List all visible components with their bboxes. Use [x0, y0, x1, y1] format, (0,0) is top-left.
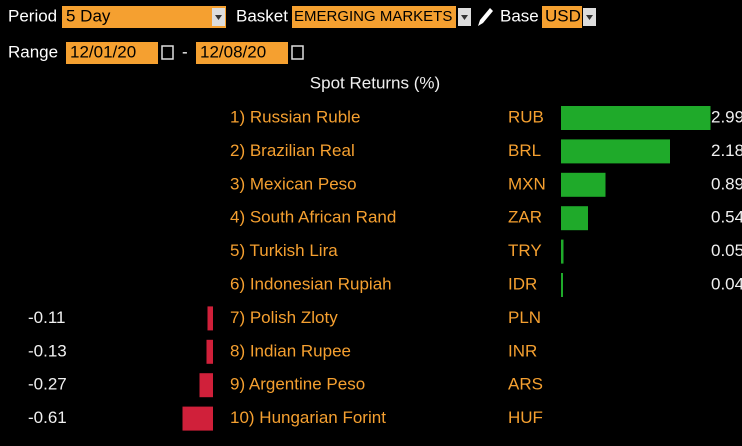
category-label: 10) Hungarian Forint — [230, 408, 386, 427]
value-label: -0.27 — [28, 375, 67, 394]
dropdown-arrow — [586, 15, 593, 20]
category-label: 4) South African Rand — [230, 208, 396, 227]
category-label: 3) Mexican Peso — [230, 174, 357, 193]
value-label: 2.99 — [711, 107, 742, 126]
category-label: 2) Brazilian Real — [230, 141, 355, 160]
base-label: Base — [500, 6, 539, 25]
currency-code: IDR — [508, 274, 537, 293]
bar — [199, 373, 213, 398]
category-label: 5) Turkish Lira — [230, 241, 338, 260]
range-end[interactable]: 12/08/20 — [200, 42, 266, 61]
category-label: 9) Argentine Peso — [230, 375, 365, 394]
period-field[interactable] — [62, 6, 226, 28]
category-label: 7) Polish Zloty — [230, 308, 338, 327]
value-label: 0.04 — [711, 274, 742, 293]
range-separator: - — [182, 42, 188, 61]
currency-code: TRY — [508, 241, 542, 260]
value-label: 0.89 — [711, 174, 742, 193]
range-start-field[interactable] — [66, 42, 158, 64]
edit-icon[interactable] — [478, 8, 493, 26]
currency-code: PLN — [508, 308, 541, 327]
basket-label: Basket — [236, 6, 288, 25]
value-label: 0.54 — [711, 208, 742, 227]
value-label: -0.11 — [28, 308, 66, 327]
calendar-icon[interactable] — [291, 45, 304, 60]
basket-field[interactable] — [292, 6, 456, 28]
currency-code: RUB — [508, 107, 544, 126]
base-field[interactable] — [542, 6, 582, 28]
bar — [206, 339, 213, 364]
basket-value[interactable]: EMERGING MARKETS ( — [294, 8, 462, 25]
value-label: -0.61 — [28, 408, 67, 427]
range-start[interactable]: 12/01/20 — [70, 42, 136, 61]
currency-code: BRL — [508, 141, 541, 160]
bar — [207, 306, 213, 331]
category-label: 8) Indian Rupee — [230, 341, 351, 360]
bar — [561, 239, 564, 264]
bar — [182, 406, 213, 431]
currency-code: ZAR — [508, 208, 542, 227]
category-label: 1) Russian Ruble — [230, 107, 360, 126]
currency-code: HUF — [508, 408, 543, 427]
calendar-icon[interactable] — [161, 45, 174, 60]
chart-title: Spot Returns (%) — [310, 73, 440, 92]
period-value[interactable]: 5 Day — [66, 6, 111, 25]
bar — [561, 206, 588, 231]
dropdown-arrow — [461, 15, 468, 20]
bar — [561, 273, 563, 297]
value-label: -0.13 — [28, 341, 67, 360]
dropdown-arrow — [215, 15, 222, 20]
range-end-field[interactable] — [196, 42, 288, 64]
period-select[interactable]: 5 Day — [62, 6, 226, 28]
currency-code: ARS — [508, 375, 543, 394]
period-label: Period — [8, 6, 57, 25]
base-select[interactable]: USD — [542, 6, 596, 28]
bar — [561, 139, 670, 164]
currency-code: MXN — [508, 174, 546, 193]
bar — [561, 172, 606, 197]
base-value[interactable]: USD — [545, 6, 581, 25]
bar — [561, 106, 711, 130]
value-label: 2.18 — [711, 141, 742, 160]
category-label: 6) Indonesian Rupiah — [230, 274, 392, 293]
value-label: 0.05 — [711, 241, 742, 260]
range-label: Range — [8, 42, 58, 61]
currency-code: INR — [508, 341, 537, 360]
basket-select[interactable]: EMERGING MARKETS ( — [292, 6, 471, 28]
